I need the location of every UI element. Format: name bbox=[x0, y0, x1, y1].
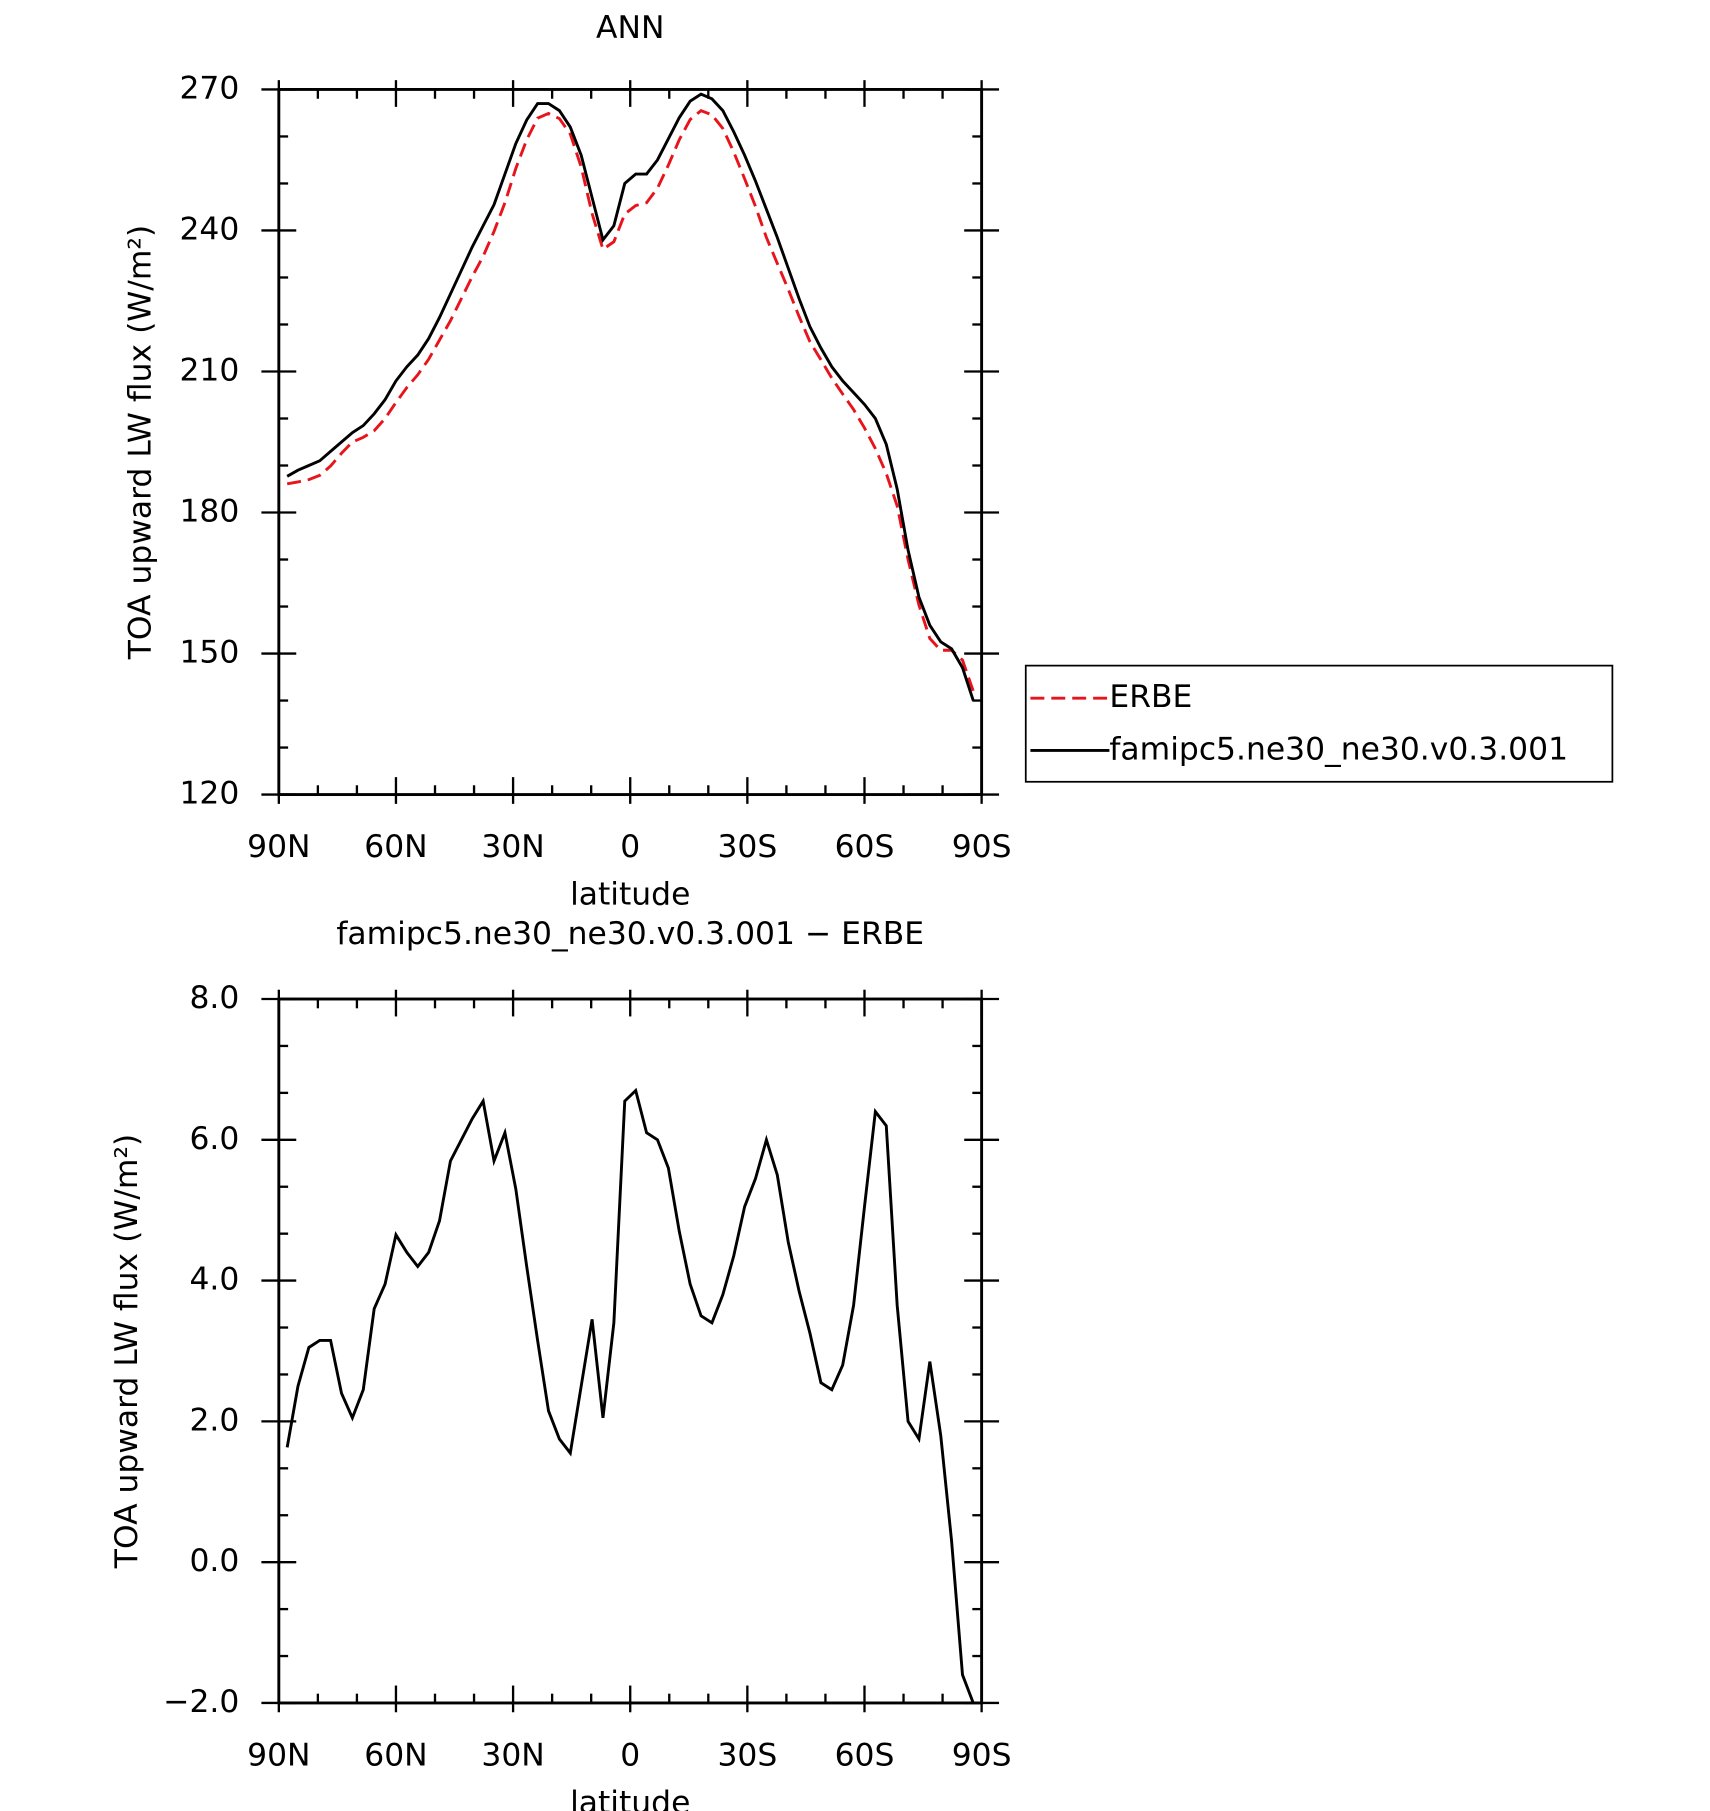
y-tick-label: 4.0 bbox=[189, 1262, 239, 1298]
y-tick-label: 240 bbox=[179, 211, 239, 247]
legend-box bbox=[1024, 664, 1614, 783]
x-tick-label: 0 bbox=[620, 1737, 640, 1773]
y-tick-label: −2.0 bbox=[163, 1684, 239, 1720]
x-tick-label: 60N bbox=[364, 829, 427, 865]
y-tick-label: 270 bbox=[179, 70, 239, 106]
chart-title: famipc5.ne30_ne30.v0.3.001 − ERBE bbox=[336, 916, 924, 952]
series-line bbox=[286, 92, 975, 702]
y-tick-label: 0.0 bbox=[189, 1543, 239, 1579]
x-tick-label: 60N bbox=[364, 1737, 427, 1773]
x-tick-label: 30N bbox=[481, 829, 544, 865]
series-line bbox=[286, 108, 975, 692]
chart-title: ANN bbox=[596, 10, 664, 46]
x-tick-label: 90N bbox=[247, 1737, 310, 1773]
x-tick-label: 30N bbox=[481, 1737, 544, 1773]
y-tick-label: 2.0 bbox=[189, 1402, 239, 1438]
y-tick-label: 150 bbox=[179, 635, 239, 671]
y-axis-label: TOA upward LW flux (W/m²) bbox=[123, 225, 159, 660]
legend-label: ERBE bbox=[1109, 679, 1192, 715]
legend-label: famipc5.ne30_ne30.v0.3.001 bbox=[1109, 731, 1568, 767]
x-tick-label: 0 bbox=[620, 829, 640, 865]
x-tick-label: 90N bbox=[247, 829, 310, 865]
x-axis-label: latitude bbox=[570, 877, 690, 913]
y-tick-label: 210 bbox=[179, 352, 239, 388]
x-tick-label: 90S bbox=[952, 1737, 1012, 1773]
plot-frame bbox=[277, 87, 984, 797]
y-tick-label: 8.0 bbox=[189, 980, 239, 1016]
y-tick-label: 180 bbox=[179, 494, 239, 530]
x-tick-label: 30S bbox=[717, 829, 777, 865]
plot-frame bbox=[277, 997, 984, 1705]
x-tick-label: 60S bbox=[835, 1737, 895, 1773]
x-tick-label: 30S bbox=[717, 1737, 777, 1773]
x-tick-label: 90S bbox=[952, 829, 1012, 865]
y-tick-label: 120 bbox=[179, 776, 239, 812]
y-axis-label: TOA upward LW flux (W/m²) bbox=[109, 1134, 145, 1569]
x-tick-label: 60S bbox=[835, 829, 895, 865]
x-axis-label: latitude bbox=[570, 1785, 690, 1811]
diff-line bbox=[285, 1087, 975, 1704]
y-tick-label: 6.0 bbox=[189, 1121, 239, 1157]
